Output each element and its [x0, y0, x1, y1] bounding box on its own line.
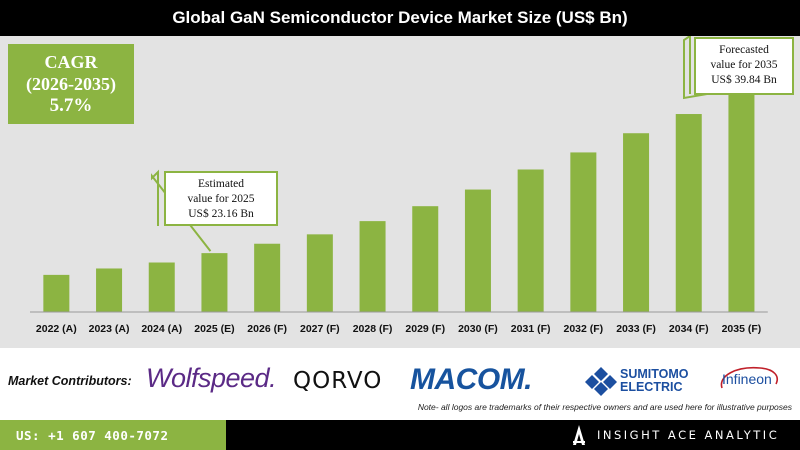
x-tick-label: 2022 (A) — [36, 323, 77, 335]
bar-2028 — [359, 221, 386, 312]
x-tick-label: 2035 (F) — [722, 323, 762, 335]
forecast-callout: Forecasted value for 2035 US$ 39.84 Bn — [694, 37, 794, 95]
sumitomo-line-2: ELECTRIC — [620, 380, 683, 394]
bar-2032 — [570, 152, 597, 312]
cagr-period: (2026-2035) — [26, 74, 116, 94]
wolfspeed-logo: Wolfspeed. — [146, 363, 277, 393]
bar-2030 — [464, 189, 491, 312]
phone-number: US: +1 607 400-7072 — [0, 420, 226, 450]
x-tick-label: 2027 (F) — [300, 323, 340, 335]
bar-2031 — [517, 169, 544, 312]
cagr-value: 5.7% — [49, 95, 93, 116]
bar-2027 — [306, 234, 333, 312]
bar-2035 — [728, 90, 755, 312]
bar-2026 — [254, 243, 281, 312]
qorvo-logo-text: QORVO — [293, 368, 383, 394]
forecast-value: US$ 39.84 Bn — [711, 74, 777, 86]
estimate-line-2: value for 2025 — [187, 193, 255, 205]
bar-chart: 2022 (A) 2023 (A) 2024 (A) 2025 (E) 2026 (F)… — [30, 36, 768, 335]
bar-2029 — [412, 206, 439, 312]
bar-2025 — [201, 253, 228, 312]
sumitomo-mark-icon — [585, 367, 617, 396]
x-tick-label: 2025 (E) — [194, 323, 234, 335]
forecast-line-1: Forecasted — [719, 44, 769, 56]
estimate-line-1: Estimated — [198, 178, 244, 190]
sumitomo-line-1: SUMITOMO — [620, 367, 689, 381]
brand-name: INSIGHT ACE ANALYTIC — [597, 428, 780, 442]
insightace-logo-icon — [573, 425, 585, 445]
macom-logo: MACOM. — [410, 363, 532, 396]
bar-2022 — [43, 274, 70, 312]
chart-title: Global GaN Semiconductor Device Market S… — [0, 0, 800, 36]
x-tick-label: 2031 (F) — [511, 323, 551, 335]
x-tick-label: 2034 (F) — [669, 323, 709, 335]
bar-2023 — [96, 268, 123, 312]
footer-bar: INSIGHT ACE ANALYTIC — [226, 420, 800, 450]
qorvo-logo: QORVO — [293, 368, 382, 394]
x-tick-label: 2029 (F) — [405, 323, 445, 335]
x-tick-label: 2024 (A) — [141, 323, 182, 335]
bar-2033 — [623, 133, 650, 312]
trademark-note: Note- all logos are trademarks of their … — [417, 402, 792, 412]
estimate-callout: Estimated value for 2025 US$ 23.16 Bn — [164, 171, 278, 226]
cagr-box: CAGR (2026-2035) 5.7% — [8, 44, 134, 124]
x-tick-label: 2030 (F) — [458, 323, 498, 335]
infineon-logo-text: Infineon — [722, 371, 772, 387]
sumitomo-electric-logo: SUMITOMO ELECTRIC — [620, 368, 689, 394]
x-tick-label: 2028 (F) — [353, 323, 393, 335]
x-tick-label: 2032 (F) — [564, 323, 604, 335]
forecast-line-2: value for 2035 — [710, 59, 778, 71]
bar-2034 — [675, 114, 702, 312]
bar-2024 — [148, 262, 175, 312]
x-tick-label: 2023 (A) — [89, 323, 130, 335]
x-tick-label: 2026 (F) — [247, 323, 287, 335]
market-contributors-label: Market Contributors: — [8, 374, 132, 388]
x-tick-label: 2033 (F) — [616, 323, 656, 335]
infineon-logo: Infineon — [720, 366, 778, 389]
estimate-value: US$ 23.16 Bn — [188, 208, 254, 220]
cagr-label: CAGR — [44, 52, 98, 72]
